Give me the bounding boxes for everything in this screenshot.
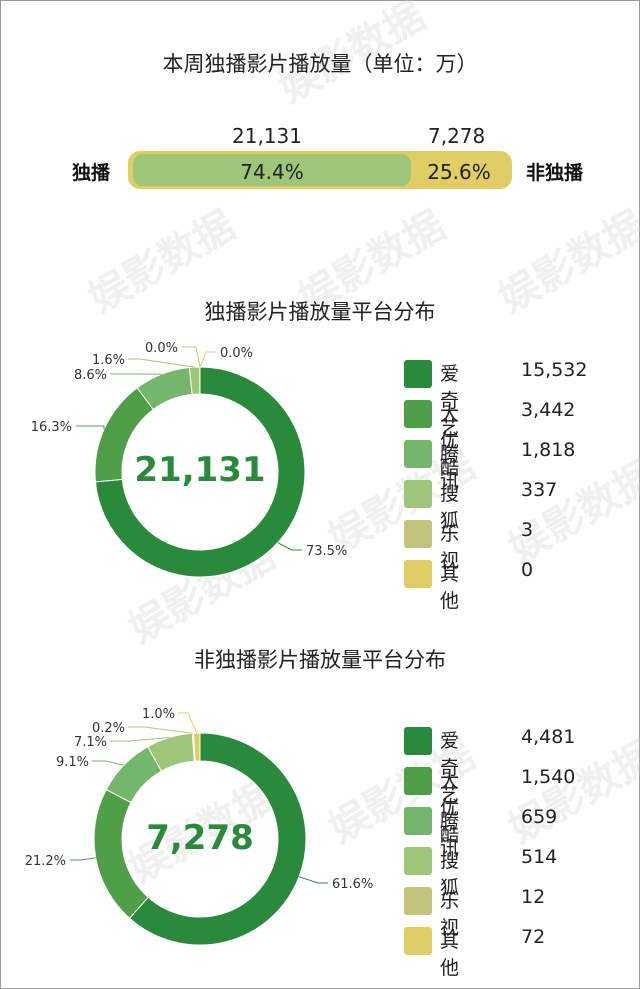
legend-swatch — [404, 807, 432, 835]
legend-value: 3,442 — [521, 399, 576, 421]
legend-value: 1,540 — [521, 766, 576, 788]
leader-line — [110, 737, 170, 742]
donut2-center-value: 7,278 — [146, 818, 254, 858]
leader-line — [128, 726, 193, 734]
legend-value: 12 — [521, 886, 546, 908]
donut1-chart: 73.5% 16.3% 8.6%1.6% 0.0% 0.0% — [31, 341, 347, 578]
percent-label: 7.1% — [74, 735, 107, 750]
percent-label: 61.6% — [332, 877, 373, 892]
legend-value: 4,481 — [521, 726, 576, 748]
legend-value: 659 — [521, 806, 558, 828]
legend-label: 腾讯 — [440, 443, 460, 492]
leader-line — [298, 876, 328, 884]
legend-swatch — [404, 360, 432, 388]
legend-label: 其他 — [440, 563, 460, 612]
legend-value: 3 — [521, 519, 534, 541]
leader-line — [70, 857, 96, 861]
nonexclusive-label: 非独播 — [526, 162, 584, 184]
donut-slice-aiqiyi — [94, 366, 306, 578]
percent-label: 16.3% — [31, 420, 72, 435]
legend-label: 搜狐 — [440, 850, 460, 899]
legend-label: 爱奇艺 — [440, 730, 460, 806]
legend-value: 1,818 — [521, 439, 576, 461]
legend-swatch — [404, 727, 432, 755]
legend-swatch — [404, 480, 432, 508]
legend-label: 搜狐 — [440, 483, 460, 532]
legend-swatch — [404, 560, 432, 588]
percent-label: 0.0% — [220, 346, 253, 361]
exclusive-share-fill — [133, 154, 411, 186]
percent-label: 21.2% — [25, 854, 66, 869]
nonexclusive-value: 7,278 — [428, 124, 486, 148]
nonexclusive-percent: 25.6% — [427, 160, 491, 184]
legend-label: 腾讯 — [440, 810, 460, 859]
percent-label: 73.5% — [306, 544, 347, 559]
legend-label: 大优酷 — [440, 403, 460, 479]
legend-swatch — [404, 520, 432, 548]
exclusive-label: 独播 — [72, 162, 111, 184]
exclusive-percent: 74.4% — [240, 160, 304, 184]
leader-line — [199, 351, 216, 368]
legend-label: 乐视 — [440, 523, 460, 572]
legend-label: 大优酷 — [440, 770, 460, 846]
percent-label: 1.0% — [142, 707, 175, 722]
leader-line — [128, 358, 195, 368]
legend-swatch — [404, 887, 432, 915]
leader-line — [182, 346, 201, 368]
leader-line — [178, 712, 198, 734]
legend-swatch — [404, 440, 432, 468]
donut-slice-other — [192, 732, 201, 762]
percent-label: 1.6% — [92, 353, 125, 368]
legend-value: 0 — [521, 559, 534, 581]
exclusive-value: 21,131 — [232, 124, 302, 148]
donut2-chart: 61.6% 21.2% 9.1% 7.1%0.2% 1.0% — [25, 707, 373, 946]
bar-title: 本周独播影片播放量（单位：万） — [162, 52, 478, 76]
legend-swatch — [404, 847, 432, 875]
donut1-title: 独播影片播放量平台分布 — [204, 300, 436, 324]
donut1-center-value: 21,131 — [134, 450, 266, 490]
percent-label: 0.0% — [145, 341, 178, 356]
legend-value: 514 — [521, 846, 558, 868]
legend-value: 15,532 — [521, 359, 588, 381]
leader-line — [76, 425, 105, 430]
percent-label: 9.1% — [56, 755, 89, 770]
legend-value: 337 — [521, 479, 558, 501]
legend-label: 爱奇艺 — [440, 363, 460, 439]
legend-label: 乐视 — [440, 890, 460, 939]
legend-swatch — [404, 767, 432, 795]
legend-swatch — [404, 400, 432, 428]
donut-slice-aiqiyi — [128, 732, 307, 946]
legend-swatch — [404, 927, 432, 955]
percent-label: 8.6% — [74, 368, 107, 383]
percent-label: 0.2% — [92, 721, 125, 736]
donut2-title: 非独播影片播放量平台分布 — [194, 648, 446, 672]
leader-line — [92, 760, 125, 766]
legend-value: 72 — [521, 926, 546, 948]
leader-line — [277, 542, 302, 551]
legend-label: 其他 — [440, 930, 460, 979]
